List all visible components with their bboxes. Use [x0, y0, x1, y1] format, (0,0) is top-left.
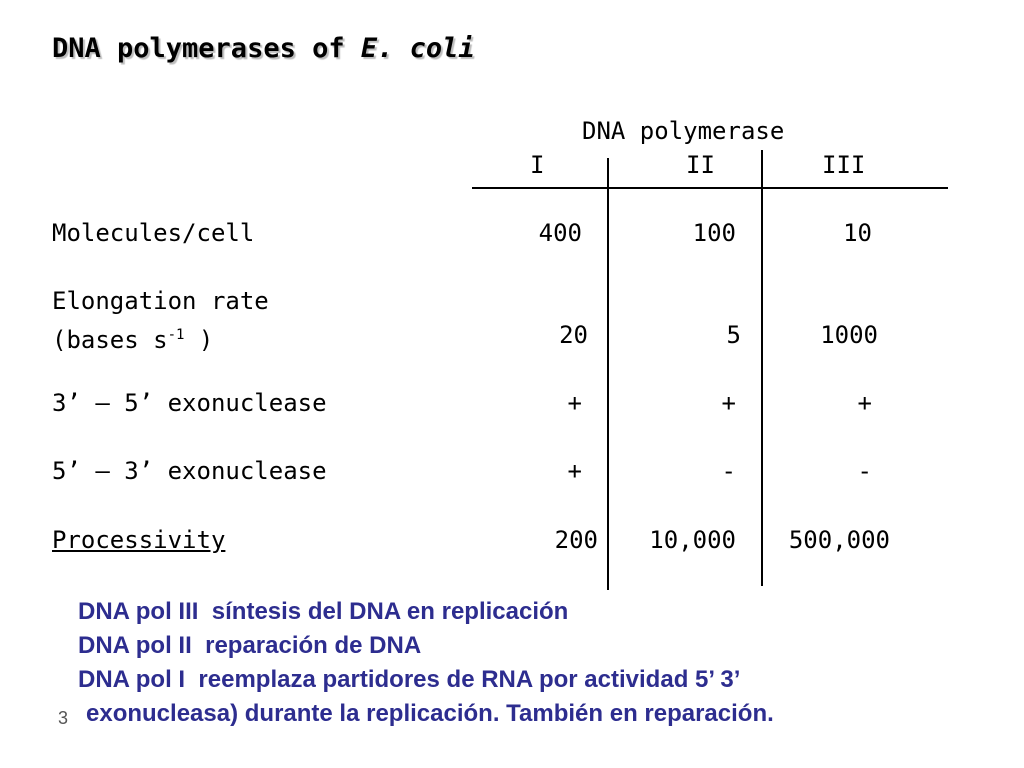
molecules-pol-II: 100	[692, 219, 736, 247]
title-main: DNA polymerases of	[52, 33, 361, 64]
elongation-pol-II: 5	[726, 321, 741, 349]
title-italic: E. coli	[360, 33, 475, 64]
column-divider-2	[761, 150, 763, 586]
units-text: (bases s	[52, 326, 168, 354]
exo35-pol-I: +	[567, 389, 582, 417]
column-header-II: II	[686, 151, 715, 179]
header-rule	[472, 187, 948, 189]
molecules-pol-III: 10	[843, 219, 872, 247]
exo53-pol-II: -	[721, 457, 736, 485]
row-label-elongation-units: (bases s-1 )	[52, 322, 213, 353]
row-label-exo-5-3: 5’ – 3’ exonuclease	[52, 457, 327, 485]
units-exponent: -1	[167, 327, 185, 343]
notes-block: DNA pol III síntesis del DNA en replicac…	[78, 595, 774, 731]
units-close: )	[184, 326, 214, 354]
exo35-pol-II: +	[721, 389, 736, 417]
processivity-pol-III: 500,000	[788, 526, 890, 554]
molecules-pol-I: 400	[538, 219, 582, 247]
column-header-I: I	[530, 151, 545, 179]
slide-title: DNA polymerases of E. coli	[52, 33, 475, 64]
column-header-III: III	[822, 151, 866, 179]
elongation-pol-I: 20	[559, 321, 588, 349]
row-label-exo-3-5: 3’ – 5’ exonuclease	[52, 389, 327, 417]
processivity-pol-II: 10,000	[649, 526, 736, 554]
column-divider-1	[607, 158, 609, 590]
row-label-processivity: Processivity	[52, 526, 226, 554]
elongation-pol-III: 1000	[820, 321, 878, 349]
note-pol-I: DNA pol I reemplaza partidores de RNA po…	[78, 666, 741, 693]
row-label-elongation: Elongation rate	[52, 287, 269, 315]
exo53-pol-III: -	[857, 457, 872, 485]
note-pol-I-continued: exonucleasa) durante la replicación. Tam…	[86, 700, 774, 727]
note-pol-II: DNA pol II reparación de DNA	[78, 632, 422, 659]
exo53-pol-I: +	[567, 457, 582, 485]
note-pol-III: DNA pol III síntesis del DNA en replicac…	[78, 598, 569, 625]
row-label-molecules: Molecules/cell	[52, 219, 255, 247]
exo35-pol-III: +	[857, 389, 872, 417]
table-group-header: DNA polymerase	[582, 117, 785, 145]
processivity-pol-I: 200	[554, 526, 598, 554]
page-number: 3	[58, 708, 69, 728]
